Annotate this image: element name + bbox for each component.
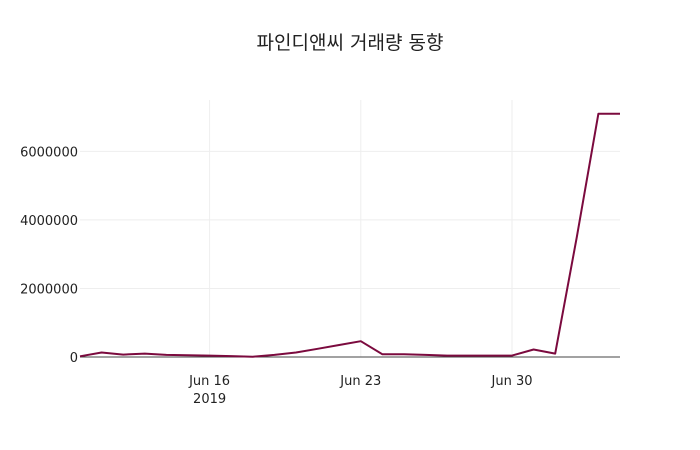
grid-layer (80, 100, 620, 357)
y-tick-label: 4000000 (20, 214, 78, 229)
series-layer (79, 112, 620, 358)
tick-label-layer: 0 2000000 4000000 6000000 Jun 16 2019 Jun 23 Ju… (20, 145, 532, 407)
series-line-volume (79, 112, 620, 358)
chart-title: 파인디앤씨 거래량 동향 (257, 32, 444, 54)
y-tick-label: 2000000 (20, 282, 78, 297)
x-tick-sublabel: 2019 (193, 392, 226, 407)
y-tick-label: 0 (70, 351, 78, 366)
x-tick-label: Jun 16 (188, 374, 230, 389)
x-tick-label: Jun 30 (491, 374, 533, 389)
x-tick-label: Jun 23 (339, 374, 381, 389)
y-tick-label: 6000000 (20, 145, 78, 160)
